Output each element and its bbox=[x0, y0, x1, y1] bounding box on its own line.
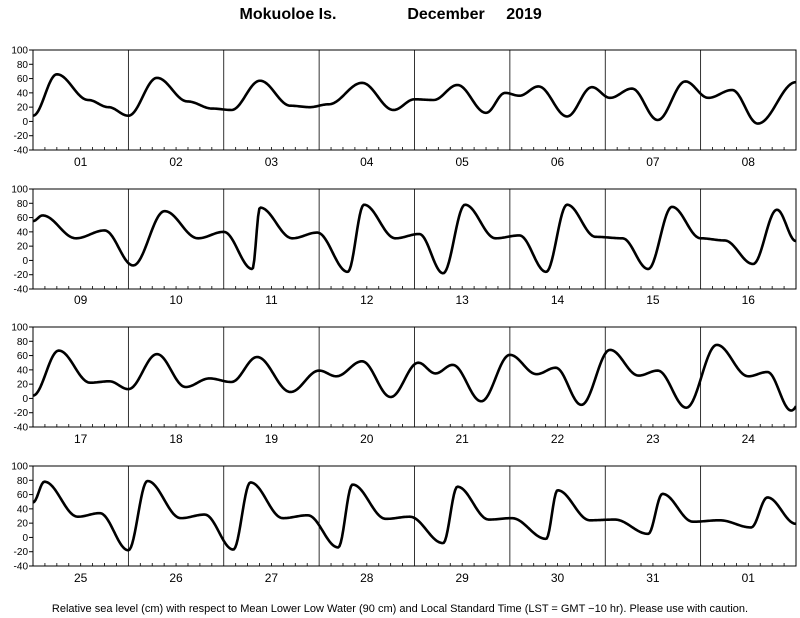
day-label-29: 29 bbox=[456, 571, 470, 585]
y-tick-label: 100 bbox=[11, 185, 28, 196]
panel-4: -40 -20 0 20 40 60 80 100 25 26 27 28 29 30 31 01 bbox=[11, 462, 797, 585]
day-label-07: 07 bbox=[646, 155, 660, 169]
y-tick-label: 100 bbox=[11, 462, 28, 473]
chart-footnote: Relative sea level (cm) with respect to … bbox=[52, 603, 748, 615]
tide-series-line bbox=[33, 203, 796, 275]
y-tick-label: -20 bbox=[14, 547, 29, 558]
y-tick-label: 20 bbox=[17, 519, 29, 530]
y-tick-label: 0 bbox=[22, 117, 28, 128]
chart-title-month: December bbox=[407, 6, 484, 23]
day-label-15: 15 bbox=[646, 293, 660, 307]
day-label-22: 22 bbox=[551, 432, 565, 446]
chart-title-station: Mokuoloe Is. bbox=[240, 6, 337, 23]
day-label-23: 23 bbox=[646, 432, 660, 446]
chart-title-year: 2019 bbox=[506, 6, 542, 23]
tide-series-line bbox=[33, 479, 796, 552]
y-tick-label: 100 bbox=[11, 323, 28, 334]
day-label-19: 19 bbox=[265, 432, 279, 446]
day-label-11: 11 bbox=[265, 293, 278, 307]
day-label-10: 10 bbox=[169, 293, 183, 307]
y-tick-label: 40 bbox=[17, 227, 29, 238]
day-label-08: 08 bbox=[742, 155, 756, 169]
y-tick-label: 40 bbox=[17, 88, 29, 99]
y-tick-label: -40 bbox=[14, 562, 29, 573]
y-tick-label: 100 bbox=[11, 46, 28, 57]
y-tick-label: -20 bbox=[14, 270, 29, 281]
y-tick-label: 60 bbox=[17, 490, 29, 501]
day-label-30: 30 bbox=[551, 571, 565, 585]
day-label-31: 31 bbox=[646, 571, 660, 585]
panel-2: -40 -20 0 20 40 60 80 100 09 10 11 12 13 14 15 16 bbox=[11, 185, 797, 307]
day-label-20: 20 bbox=[360, 432, 374, 446]
tide-series-line bbox=[33, 343, 796, 412]
y-tick-label: 80 bbox=[17, 476, 29, 487]
y-tick-label: -20 bbox=[14, 408, 29, 419]
day-label-13: 13 bbox=[456, 293, 470, 307]
y-tick-label: -40 bbox=[14, 146, 29, 157]
y-tick-label: 20 bbox=[17, 380, 29, 391]
day-label-18: 18 bbox=[169, 432, 183, 446]
day-label-05: 05 bbox=[456, 155, 470, 169]
day-label-09: 09 bbox=[74, 293, 88, 307]
day-label-24: 24 bbox=[742, 432, 756, 446]
day-label-21: 21 bbox=[456, 432, 470, 446]
day-label-12: 12 bbox=[360, 293, 374, 307]
tide-series-line bbox=[33, 72, 796, 125]
y-tick-label: 80 bbox=[17, 60, 29, 71]
day-label-01: 01 bbox=[742, 571, 756, 585]
panel-3: -40 -20 0 20 40 60 80 100 17 18 19 20 21 22 23 24 bbox=[11, 323, 797, 446]
y-tick-label: -20 bbox=[14, 131, 29, 142]
y-tick-label: 40 bbox=[17, 365, 29, 376]
day-label-01: 01 bbox=[74, 155, 88, 169]
y-tick-label: -40 bbox=[14, 285, 29, 296]
day-label-02: 02 bbox=[169, 155, 183, 169]
y-tick-label: 0 bbox=[22, 533, 28, 544]
y-tick-label: 60 bbox=[17, 213, 29, 224]
y-tick-label: 40 bbox=[17, 504, 29, 515]
y-tick-label: 80 bbox=[17, 199, 29, 210]
day-label-28: 28 bbox=[360, 571, 374, 585]
day-label-16: 16 bbox=[742, 293, 756, 307]
y-tick-label: 20 bbox=[17, 242, 29, 253]
day-label-25: 25 bbox=[74, 571, 88, 585]
y-tick-label: 80 bbox=[17, 337, 29, 348]
day-label-03: 03 bbox=[265, 155, 279, 169]
y-tick-label: 60 bbox=[17, 351, 29, 362]
y-tick-label: 20 bbox=[17, 103, 29, 114]
day-label-04: 04 bbox=[360, 155, 374, 169]
day-label-06: 06 bbox=[551, 155, 565, 169]
day-label-27: 27 bbox=[265, 571, 279, 585]
y-tick-label: 0 bbox=[22, 256, 28, 267]
day-label-17: 17 bbox=[74, 432, 88, 446]
y-tick-label: 0 bbox=[22, 394, 28, 405]
y-tick-label: -40 bbox=[14, 423, 29, 434]
panel-1: -40 -20 0 20 40 60 80 100 01 02 03 04 05 06 07 08 bbox=[11, 46, 797, 169]
y-tick-label: 60 bbox=[17, 74, 29, 85]
day-label-26: 26 bbox=[169, 571, 183, 585]
day-label-14: 14 bbox=[551, 293, 565, 307]
